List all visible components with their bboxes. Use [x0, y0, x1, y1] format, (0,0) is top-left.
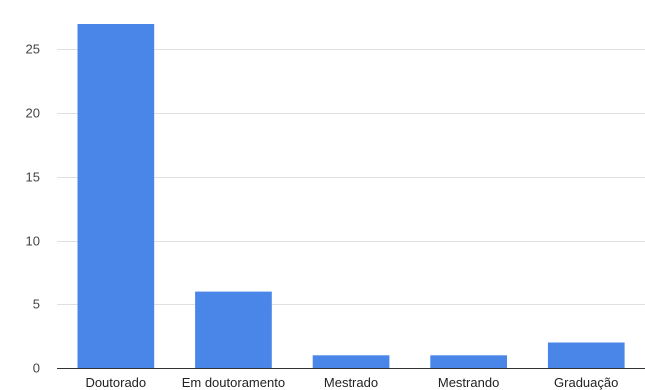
bar-4	[547, 342, 625, 368]
x-category-label: Mestrando	[438, 375, 499, 390]
gridlines	[57, 49, 645, 305]
y-tick-label: 10	[26, 234, 40, 249]
bar-0	[77, 24, 155, 368]
y-tick-label: 25	[26, 42, 40, 57]
bar-1	[195, 291, 272, 368]
y-tick-label: 0	[33, 361, 40, 376]
x-category-label: Mestrado	[324, 375, 378, 390]
x-category-label: Em doutoramento	[182, 375, 285, 390]
y-tick-labels: 0 5 10 15 20 25	[26, 42, 40, 376]
bars	[77, 24, 625, 368]
bar-2	[312, 355, 390, 368]
y-tick-label: 15	[26, 170, 40, 185]
bar-3	[430, 355, 507, 368]
y-tick-label: 5	[33, 297, 40, 312]
x-category-label: Doutorado	[85, 375, 146, 390]
x-category-label: Graduação	[554, 375, 618, 390]
y-tick-label: 20	[26, 106, 40, 121]
x-category-labels: Doutorado Em doutoramento Mestrado Mestrand…	[85, 375, 618, 390]
